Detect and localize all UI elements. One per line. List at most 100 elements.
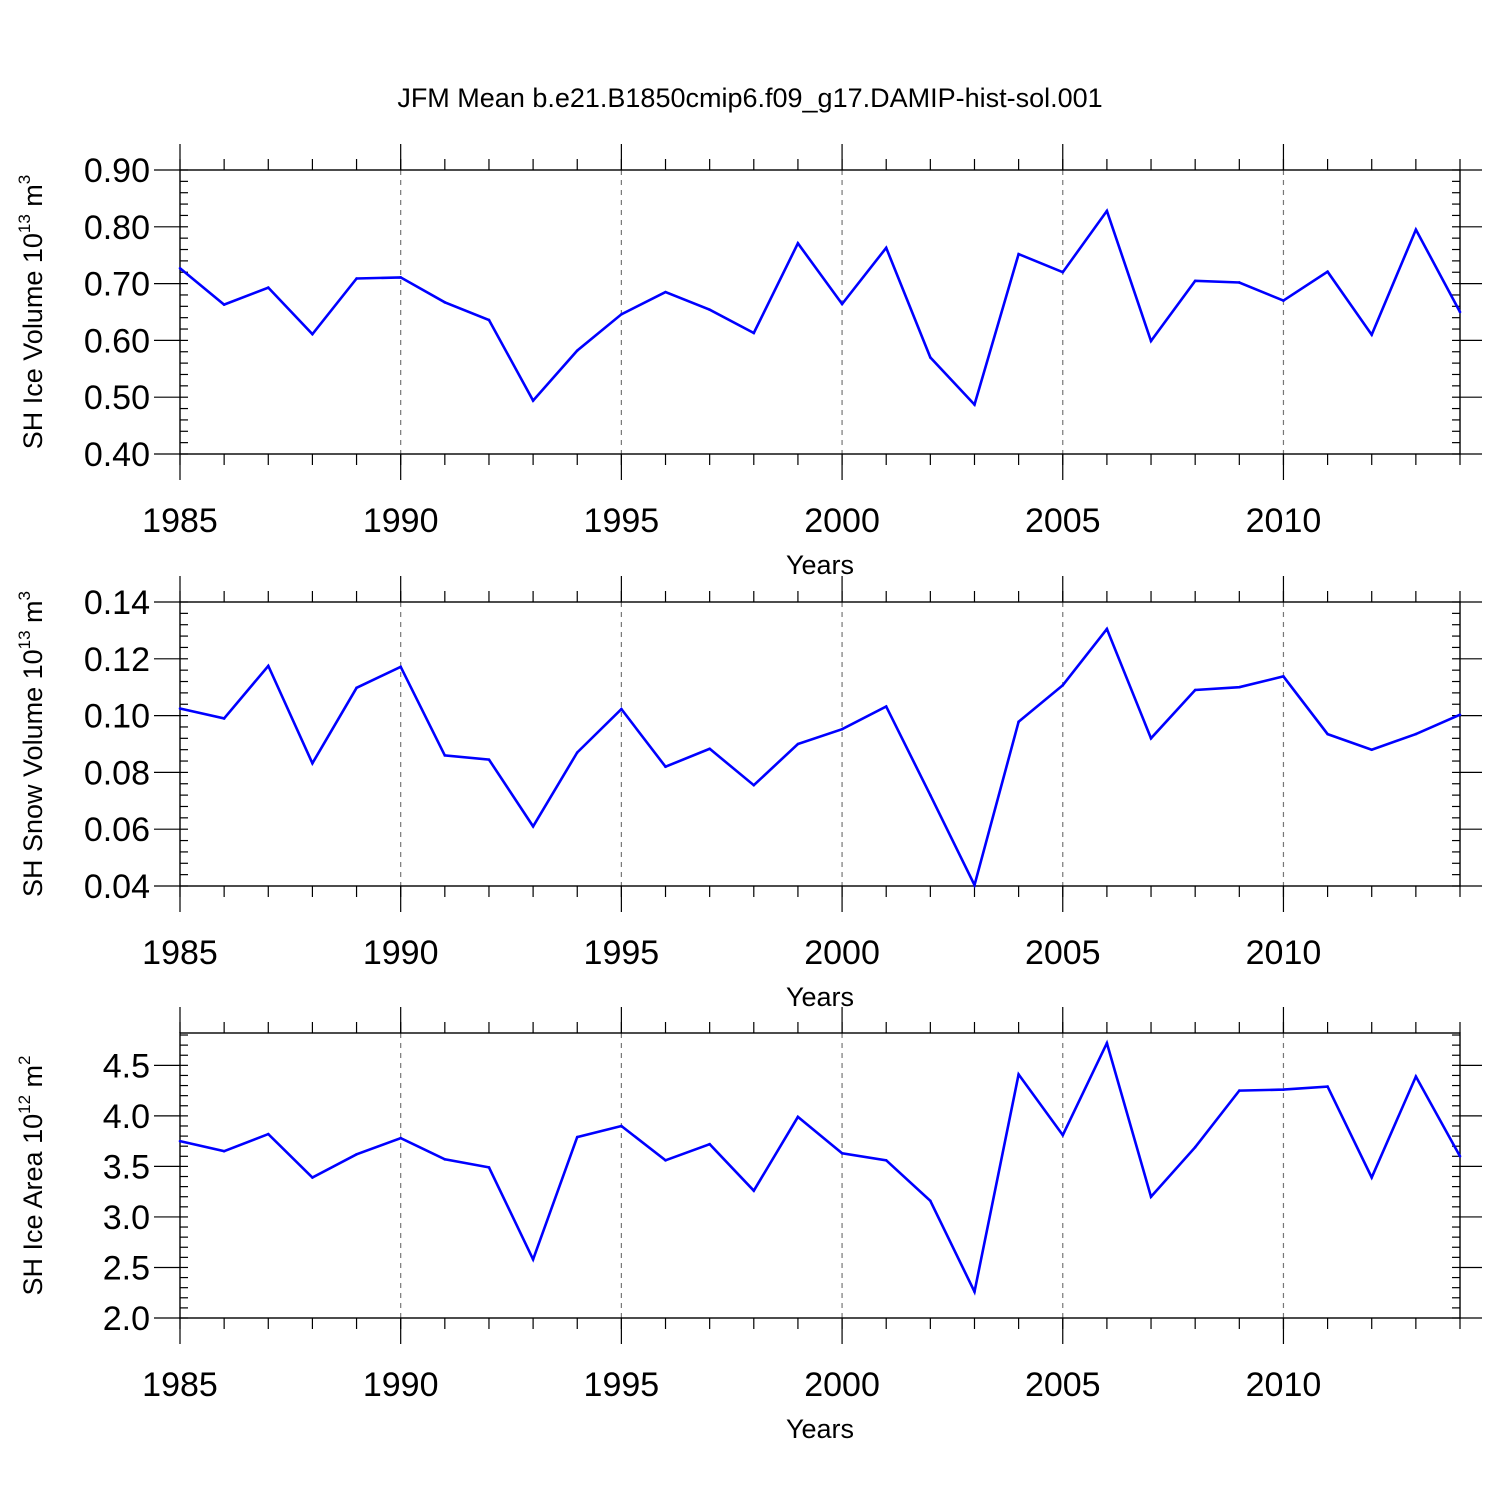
y-axis-title-exponent: 13 [15,214,34,233]
panel-1: 0.40 0.50 0.60 0.70 0.80 0.90 1985 1990 1995 2000… [15,144,1482,580]
x-tick-label: 1990 [363,502,439,540]
y-axis-title-unit: m [18,600,48,630]
y-tick-label: 4.5 [103,1047,150,1085]
data-point [1414,228,1418,231]
data-point [1458,713,1462,717]
data-point [178,266,182,270]
x-tick-label: 1995 [584,934,660,972]
y-tick-label: 0.12 [84,641,150,679]
y-tick-label: 0.60 [84,322,150,360]
y-tick-label: 4.0 [103,1098,150,1136]
data-point [355,1152,358,1156]
data-point [1414,732,1418,736]
data-point [1282,1088,1285,1091]
chart-title: JFM Mean b.e21.B1850cmip6.f09_g17.DAMIP-… [397,83,1102,113]
series-line [179,1039,1462,1296]
data-point [884,705,888,708]
data-point [575,751,579,754]
x-tick-label: 1985 [142,1366,218,1404]
data-point [487,1166,491,1169]
x-tick-label: 2005 [1025,502,1101,540]
data-point [1238,1089,1241,1092]
panels-container: 0.40 0.50 0.60 0.70 0.80 0.90 1985 1990 1995 2000… [15,144,1482,1444]
data-point [1238,685,1241,689]
data-point [1017,252,1020,256]
data-point [1370,1176,1374,1179]
y-axis-title-text: SH Snow Volume 10 [18,649,48,897]
data-point [1149,339,1153,343]
data-point [399,1136,402,1140]
data-point [1370,748,1374,751]
y-tick-label: 0.70 [84,266,150,304]
data-point [1326,1085,1329,1088]
data-point [487,758,491,761]
data-point [178,1139,182,1143]
data-point [178,707,182,710]
data-point [1017,720,1020,724]
data-point [664,290,667,294]
data-point [840,1151,844,1155]
data-point [531,1258,535,1261]
y-tick-label: 0.90 [84,152,150,190]
plot-frame [179,169,1461,455]
data-point [664,765,667,769]
data-point [266,664,270,668]
data-point [1193,688,1197,692]
y-tick-label: 0.40 [84,436,150,474]
x-tick-label: 2005 [1025,934,1101,972]
x-tick-label: 2010 [1246,934,1322,972]
data-point [708,747,711,751]
series-line [179,626,1461,889]
data-point [355,686,358,690]
y-axis-title-text: SH Ice Volume 10 [18,233,48,449]
plot-frame [179,601,1461,887]
y-tick-label: 3.0 [103,1199,150,1237]
data-point [311,1176,314,1179]
y-axis-title: SH Ice Area 1012 m2 [15,1056,48,1296]
x-axis-title: Years [786,982,854,1012]
y-tick-label: 0.10 [84,698,150,736]
x-tick-label: 2000 [804,934,880,972]
data-point [884,246,888,250]
y-tick-label: 3.5 [103,1148,150,1186]
data-point [1238,281,1241,284]
data-point [1017,1073,1020,1076]
y-axis-title: SH Snow Volume 1013 m3 [15,591,48,897]
data-point [222,717,226,720]
data-point [443,301,447,304]
x-tick-label: 2010 [1246,1366,1322,1404]
x-tick-label: 1990 [363,934,439,972]
data-point [443,1158,447,1161]
data-point [840,727,844,731]
data-point [1282,675,1285,678]
y-axis-title-exponent: 12 [15,1095,34,1114]
data-point [1193,1145,1197,1149]
data-point [796,742,800,746]
y-tick-label: 2.0 [103,1300,150,1338]
data-point [311,762,314,765]
data-point [266,1132,270,1136]
y-tick-label: 0.80 [84,209,150,247]
data-point [1414,1075,1418,1078]
y-tick-label: 2.5 [103,1249,150,1287]
y-axis-title-unit-exponent: 2 [15,1056,34,1065]
data-point [752,1189,756,1192]
y-tick-label: 0.04 [84,868,150,906]
data-point [1370,333,1374,337]
data-point [973,1290,976,1294]
data-point [1193,279,1197,283]
y-axis-title-unit-exponent: 3 [15,591,34,600]
data-point [1149,1195,1153,1199]
data-point [443,754,447,757]
data-point [752,331,756,335]
data-point [929,356,932,359]
panel-3: 2.0 2.5 3.0 3.5 4.0 4.5 1985 1990 1995 2000 2005 20… [15,1007,1482,1444]
y-axis-title-exponent: 13 [15,630,34,649]
data-point [1061,1133,1065,1137]
series-line [179,208,1462,408]
x-tick-label: 2010 [1246,502,1322,540]
data-point [664,1159,667,1162]
x-tick-label: 1985 [142,502,218,540]
x-tick-label: 2005 [1025,1366,1101,1404]
